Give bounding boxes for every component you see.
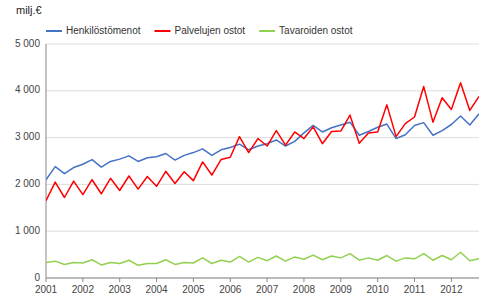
grid-line — [46, 231, 479, 232]
legend: Henkilöstömenot Palvelujen ostot Tavaroide… — [46, 25, 353, 36]
x-axis-line — [46, 278, 479, 279]
x-tick-label: 2009 — [330, 284, 353, 295]
x-tick — [82, 278, 83, 282]
title: milj.€ — [16, 4, 42, 16]
legend-item: Palvelujen ostot — [154, 25, 245, 36]
x-tick — [156, 278, 157, 282]
x-tick — [230, 278, 231, 282]
x-tick — [303, 278, 304, 282]
x-tick-label: 2002 — [72, 284, 95, 295]
y-axis-line — [46, 44, 47, 278]
x-tick — [193, 278, 194, 282]
legend-item: Tavaroiden ostot — [259, 25, 353, 36]
grid-line — [46, 278, 479, 279]
legend-label: Palvelujen ostot — [174, 25, 245, 36]
y-tick-label: 0 — [34, 272, 40, 283]
axes: 0 1 000 2 000 3 000 4 000 5 000 2001 2002 2003 20… — [15, 38, 479, 295]
x-tick-label: 2005 — [182, 284, 205, 295]
legend-item: Henkilöstömenot — [46, 25, 141, 36]
x-tick-label: 2007 — [256, 284, 279, 295]
legend-label: Tavaroiden ostot — [279, 25, 353, 36]
grid-line — [46, 90, 479, 91]
x-tick-label: 2006 — [219, 284, 242, 295]
x-tick — [46, 278, 47, 282]
legend-swatch — [46, 30, 62, 32]
chart: 0 1 000 2 000 3 000 4 000 5 000 2001 2002 2003 20… — [0, 0, 493, 304]
y-tick-label: 4 000 — [15, 84, 40, 95]
y-tick-label: 2 000 — [15, 178, 40, 189]
x-tick-label: 2010 — [367, 284, 390, 295]
grid-line — [46, 184, 479, 185]
x-tick-label: 2011 — [404, 284, 426, 295]
x-tick-label: 2001 — [35, 284, 58, 295]
series-line — [46, 252, 479, 265]
plot-data — [46, 83, 479, 266]
legend-label: Henkilöstömenot — [66, 25, 141, 36]
series-line — [46, 83, 479, 201]
x-tick — [267, 278, 268, 282]
x-tick — [119, 278, 120, 282]
x-tick-label: 2012 — [440, 284, 463, 295]
page: {"chart_data": { "type": "line", "title"… — [0, 0, 493, 304]
x-tick-label: 2008 — [293, 284, 316, 295]
x-tick — [451, 278, 452, 282]
x-tick-label: 2004 — [145, 284, 168, 295]
x-tick-label: 2003 — [109, 284, 132, 295]
grid-line — [46, 44, 479, 45]
legend-swatch — [259, 30, 275, 32]
series-line — [46, 114, 479, 180]
x-tick — [377, 278, 378, 282]
x-tick — [414, 278, 415, 282]
legend-swatch — [154, 30, 170, 32]
y-tick-label: 5 000 — [15, 38, 40, 49]
grid-line — [46, 137, 479, 138]
y-tick-label: 1 000 — [15, 225, 40, 236]
x-tick — [340, 278, 341, 282]
y-tick-label: 3 000 — [15, 131, 40, 142]
